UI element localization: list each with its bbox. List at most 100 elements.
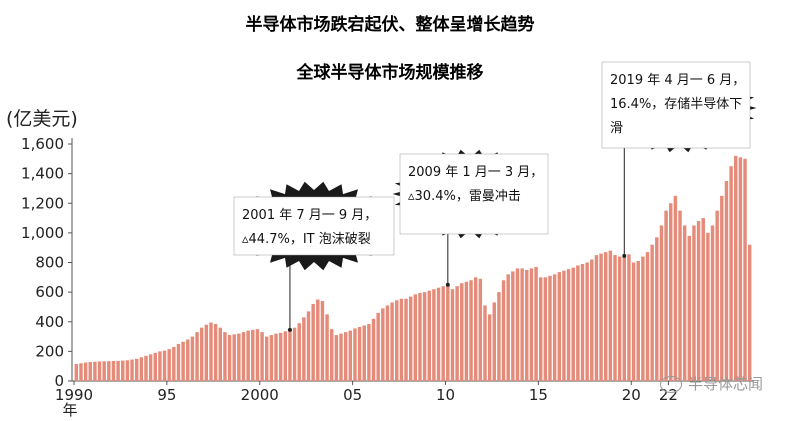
annotation-text: 2001 年 7 月一 9 月， xyxy=(242,208,377,223)
bar xyxy=(506,274,510,381)
x-tick-label: 20 xyxy=(622,386,641,404)
bar xyxy=(520,268,524,381)
bar xyxy=(566,269,571,381)
y-tick-label: 800 xyxy=(35,254,64,272)
bar xyxy=(88,362,92,381)
bar xyxy=(594,255,599,381)
bar xyxy=(580,263,585,381)
bar xyxy=(441,286,445,381)
bar xyxy=(362,325,366,381)
bar xyxy=(655,237,659,381)
bar xyxy=(696,221,701,381)
bar xyxy=(385,305,390,381)
x-axis-year-suffix: 年 xyxy=(62,401,77,419)
bar xyxy=(613,255,617,381)
bar xyxy=(622,255,627,381)
bar xyxy=(738,157,743,381)
bar xyxy=(353,328,357,381)
x-tick-label: 1990 xyxy=(55,386,93,404)
y-tick-label: 1,600 xyxy=(21,135,64,153)
wechat-logo-icon xyxy=(660,376,682,393)
bar xyxy=(297,323,301,381)
x-tick-label: 15 xyxy=(529,386,548,404)
bar xyxy=(381,308,385,381)
bar xyxy=(134,358,139,381)
bar xyxy=(227,335,232,381)
bar xyxy=(181,341,185,381)
x-tick-label: 05 xyxy=(343,386,362,404)
bar xyxy=(650,244,654,381)
bar xyxy=(724,181,729,381)
bar xyxy=(645,252,650,381)
bar xyxy=(158,351,162,381)
bar xyxy=(446,284,450,381)
bar xyxy=(460,283,464,381)
bar xyxy=(692,225,696,381)
bar xyxy=(497,292,501,381)
bar xyxy=(571,267,575,381)
bar xyxy=(455,286,459,381)
bar xyxy=(209,322,213,381)
bar xyxy=(487,314,492,381)
bar xyxy=(483,305,487,381)
chart-title: 半导体市场跌宕起伏、整体呈增长趋势 xyxy=(245,15,535,35)
bar xyxy=(743,158,747,381)
bar xyxy=(706,232,710,381)
bar xyxy=(562,270,566,381)
bar xyxy=(636,261,640,381)
bar xyxy=(710,225,715,381)
annotation-text: ▵44.7%，IT 泡沫破裂 xyxy=(242,232,371,247)
y-tick-label: 400 xyxy=(35,313,64,331)
bar xyxy=(260,332,264,381)
bar xyxy=(390,302,394,381)
y-tick-label: 1,400 xyxy=(21,165,64,183)
bar xyxy=(525,269,529,381)
bar xyxy=(599,253,603,381)
bar xyxy=(255,329,260,381)
bar xyxy=(473,277,478,381)
bar xyxy=(669,203,673,381)
annotation-text: 16.4%，存储半导体下 xyxy=(610,97,742,112)
bar xyxy=(617,256,622,381)
y-tick-label: 600 xyxy=(35,283,64,301)
bar xyxy=(552,274,557,381)
bar xyxy=(218,327,223,381)
bar xyxy=(343,332,348,381)
bar xyxy=(682,225,687,381)
y-tick-label: 1,200 xyxy=(21,194,64,212)
bar xyxy=(144,355,148,381)
annotation-text: ▵30.4%，雷曼冲击 xyxy=(408,189,521,204)
bar xyxy=(325,314,329,381)
bar xyxy=(515,268,520,381)
annotation-point xyxy=(622,253,627,258)
bar xyxy=(357,326,362,381)
bar xyxy=(172,346,176,381)
bar xyxy=(631,262,636,381)
bar xyxy=(223,332,227,381)
bar xyxy=(102,361,106,381)
bar xyxy=(747,244,752,381)
annotation-box xyxy=(601,61,751,149)
bar xyxy=(186,339,190,381)
bar xyxy=(427,290,431,381)
bar xyxy=(125,360,130,381)
bar xyxy=(334,335,339,381)
x-tick-label: 10 xyxy=(436,386,455,404)
bar xyxy=(659,225,664,381)
y-axis-unit-label: (亿美元) xyxy=(6,108,78,130)
bar xyxy=(232,334,236,381)
bar xyxy=(241,332,246,381)
bar xyxy=(576,265,580,381)
bar xyxy=(413,294,418,381)
bar xyxy=(311,303,315,381)
bar xyxy=(162,350,167,381)
bar xyxy=(264,336,269,381)
bar xyxy=(395,300,399,381)
bar xyxy=(673,195,678,381)
bar xyxy=(302,317,306,381)
bar xyxy=(422,292,427,381)
bar xyxy=(557,272,562,381)
bar xyxy=(641,256,645,381)
bar xyxy=(237,333,241,381)
bar xyxy=(701,218,705,381)
